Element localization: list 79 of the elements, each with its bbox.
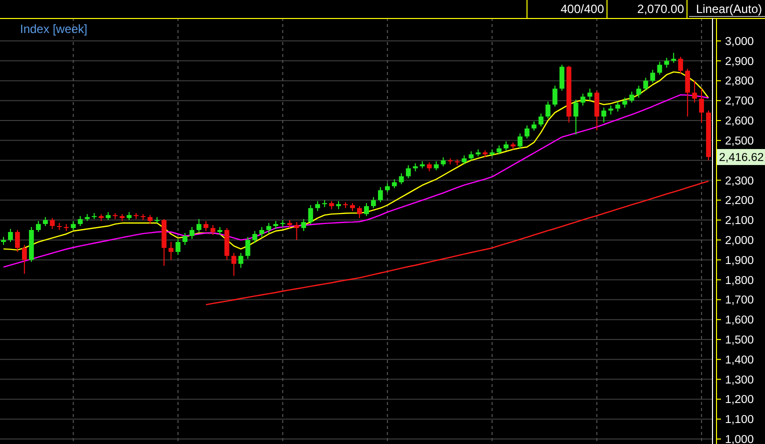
y-tick-label: 2,100 <box>725 215 754 228</box>
candlestick <box>587 88 592 102</box>
y-tick-label: 2,900 <box>725 56 754 68</box>
candlestick <box>664 57 670 68</box>
candlestick <box>238 252 244 268</box>
line-series <box>205 180 710 306</box>
candlestick <box>190 226 194 240</box>
candlestick <box>573 99 578 135</box>
candlestick <box>398 172 404 185</box>
candlestick <box>546 101 550 120</box>
candlestick <box>176 238 180 256</box>
candlestick <box>182 232 188 246</box>
candlestick <box>22 244 27 274</box>
candlestick <box>671 52 676 64</box>
text: 2,070.00 <box>637 2 684 16</box>
candlestick <box>678 56 684 74</box>
y-tick-label: 1,600 <box>725 314 754 327</box>
candlestick <box>245 236 250 260</box>
candlestick <box>196 218 202 232</box>
candlestick <box>692 80 697 104</box>
y-tick-label: 1,400 <box>725 354 754 366</box>
candlestick <box>615 101 620 112</box>
y-tick-label: 2,800 <box>725 76 754 88</box>
candlestick <box>629 91 634 104</box>
candlestick <box>406 164 411 179</box>
candlestick <box>371 196 376 209</box>
candlestick <box>78 216 83 227</box>
candlestick <box>301 218 306 232</box>
candlestick <box>643 77 648 92</box>
candlestick <box>315 200 320 212</box>
candlestick <box>50 218 55 230</box>
candlestick <box>552 85 558 108</box>
candlestick <box>231 252 236 276</box>
y-tick-label: 2,200 <box>725 195 754 208</box>
candlestick <box>203 220 208 232</box>
candlestick <box>364 202 369 217</box>
candlestick <box>636 85 642 98</box>
candlestick <box>594 90 600 131</box>
candlestick <box>538 113 544 127</box>
y-tick-label: 2,600 <box>725 116 754 128</box>
candlestick <box>601 107 606 124</box>
candlestick <box>685 68 690 118</box>
candlestick <box>8 228 13 242</box>
text: 400/400 <box>560 2 604 16</box>
y-tick-label: 1,900 <box>725 254 754 267</box>
y-tick-label: 1,800 <box>725 274 754 287</box>
y-tick-label: 1,200 <box>725 394 754 406</box>
candlestick <box>210 224 216 236</box>
y-tick-label: 1,100 <box>725 414 754 426</box>
line-series <box>2 94 710 268</box>
candlestick <box>580 93 586 106</box>
candlestick <box>36 220 41 232</box>
candlestick <box>559 64 564 92</box>
candlestick <box>259 226 264 238</box>
candlestick <box>518 132 522 149</box>
candlestick <box>15 230 20 252</box>
candlestick <box>266 222 272 234</box>
text: 2,416.62 <box>719 152 764 164</box>
y-tick-label: 2,700 <box>725 96 754 108</box>
candlestick <box>252 230 258 244</box>
candlestick <box>650 69 656 84</box>
y-tick-label: 2,500 <box>725 135 754 148</box>
candlestick <box>308 204 314 225</box>
candlestick <box>168 241 174 260</box>
text: Linear(Auto) <box>696 2 762 16</box>
candlestick <box>622 97 628 108</box>
y-tick-label: 1,700 <box>725 294 754 307</box>
y-tick-label: 2,300 <box>725 175 754 188</box>
candlestick <box>378 186 383 203</box>
chart-title: Index [week] <box>20 22 88 36</box>
candlestick <box>357 206 362 219</box>
y-tick-label: 1,500 <box>725 334 754 347</box>
y-tick-label: 3,000 <box>725 36 754 48</box>
y-tick-label: 2,000 <box>725 234 754 247</box>
candlestick <box>294 222 300 240</box>
candlestick <box>657 61 662 76</box>
y-tick-label: 1,300 <box>725 374 754 386</box>
candlestick <box>524 124 530 139</box>
candlestick <box>699 88 704 124</box>
